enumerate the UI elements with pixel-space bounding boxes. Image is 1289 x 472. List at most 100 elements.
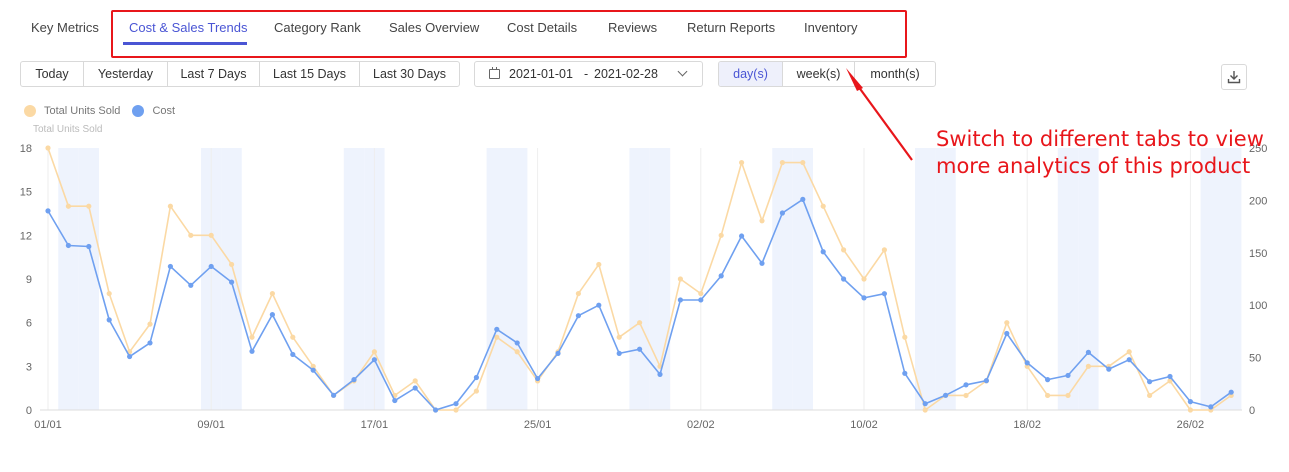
data-point[interactable] — [65, 242, 71, 249]
data-point[interactable] — [616, 334, 622, 340]
data-point[interactable] — [1167, 373, 1173, 380]
data-point[interactable] — [718, 273, 724, 279]
data-point[interactable] — [371, 349, 377, 355]
data-point[interactable] — [167, 203, 173, 209]
data-point[interactable] — [65, 203, 71, 209]
tab-inventory[interactable]: Inventory — [804, 20, 858, 35]
data-point[interactable] — [779, 159, 786, 166]
data-point[interactable] — [881, 291, 888, 297]
data-point[interactable] — [535, 375, 541, 382]
data-point[interactable] — [106, 317, 112, 323]
data-point[interactable] — [310, 363, 316, 369]
quick-range-last-30-days[interactable]: Last 30 Days — [373, 67, 446, 81]
data-point[interactable] — [800, 159, 806, 166]
data-point[interactable] — [841, 276, 847, 282]
data-point[interactable] — [698, 297, 704, 303]
data-point[interactable] — [188, 232, 194, 238]
data-point[interactable] — [1167, 378, 1173, 384]
data-point[interactable] — [453, 401, 459, 407]
data-point[interactable] — [759, 218, 765, 224]
data-point[interactable] — [575, 313, 582, 319]
data-point[interactable] — [575, 290, 582, 297]
tab-cost-sales-trends[interactable]: Cost & Sales Trends — [129, 20, 248, 35]
data-point[interactable] — [331, 392, 337, 398]
data-point[interactable] — [555, 350, 561, 357]
data-point[interactable] — [412, 378, 418, 384]
data-point[interactable] — [677, 297, 684, 303]
data-point[interactable] — [249, 334, 255, 340]
data-point[interactable] — [902, 334, 908, 340]
data-point[interactable] — [739, 233, 745, 239]
data-point[interactable] — [1126, 349, 1132, 355]
data-point[interactable] — [779, 210, 786, 216]
data-point[interactable] — [86, 243, 92, 250]
data-point[interactable] — [1024, 360, 1030, 366]
data-point[interactable] — [1045, 392, 1051, 399]
data-point[interactable] — [1228, 389, 1234, 395]
data-point[interactable] — [494, 334, 500, 340]
quick-range-yesterday[interactable]: Yesterday — [84, 62, 168, 86]
quick-range-today[interactable]: Today — [21, 62, 84, 86]
data-point[interactable] — [249, 348, 255, 354]
data-point[interactable] — [861, 276, 867, 282]
tab-key-metrics[interactable]: Key Metrics — [31, 20, 99, 35]
data-point[interactable] — [657, 371, 663, 377]
data-point[interactable] — [718, 232, 724, 238]
data-point[interactable] — [881, 247, 888, 253]
data-point[interactable] — [922, 401, 928, 407]
data-point[interactable] — [963, 382, 969, 388]
data-point[interactable] — [208, 232, 214, 238]
data-point[interactable] — [759, 260, 765, 266]
data-point[interactable] — [453, 407, 459, 413]
quick-range-last-7-days[interactable]: Last 7 Days — [168, 62, 260, 86]
tab-reviews[interactable]: Reviews — [608, 20, 658, 35]
data-point[interactable] — [677, 276, 684, 282]
data-point[interactable] — [1004, 320, 1010, 326]
data-point[interactable] — [637, 346, 643, 352]
data-point[interactable] — [229, 261, 235, 268]
data-point[interactable] — [514, 349, 520, 355]
data-point[interactable] — [922, 407, 928, 413]
data-point[interactable] — [983, 378, 990, 384]
data-point[interactable] — [392, 397, 398, 404]
data-point[interactable] — [1004, 330, 1010, 337]
data-point[interactable] — [1045, 377, 1051, 383]
data-point[interactable] — [616, 350, 622, 357]
data-point[interactable] — [902, 370, 908, 376]
data-point[interactable] — [1187, 399, 1193, 405]
data-point[interactable] — [473, 388, 479, 394]
tab-cost-details[interactable]: Cost Details — [507, 20, 578, 35]
legend-item-units[interactable]: Total Units Sold — [24, 105, 120, 117]
data-point[interactable] — [45, 145, 51, 151]
tab-return-reports[interactable]: Return Reports — [687, 20, 776, 35]
download-button[interactable] — [1221, 64, 1247, 90]
data-point[interactable] — [820, 249, 826, 255]
data-point[interactable] — [229, 279, 235, 285]
data-point[interactable] — [494, 326, 500, 332]
data-point[interactable] — [963, 392, 969, 399]
data-point[interactable] — [45, 208, 51, 214]
data-point[interactable] — [1126, 357, 1132, 363]
data-point[interactable] — [269, 312, 275, 318]
data-point[interactable] — [1106, 366, 1112, 372]
data-point[interactable] — [514, 340, 520, 346]
data-point[interactable] — [1085, 349, 1091, 355]
data-point[interactable] — [433, 407, 439, 413]
data-point[interactable] — [596, 261, 602, 268]
tab-sales-overview[interactable]: Sales Overview — [389, 20, 480, 35]
data-point[interactable] — [473, 374, 479, 381]
data-point[interactable] — [290, 334, 296, 340]
data-point[interactable] — [147, 340, 153, 346]
data-point[interactable] — [637, 320, 643, 326]
data-point[interactable] — [147, 321, 153, 327]
data-point[interactable] — [596, 302, 602, 308]
data-point[interactable] — [269, 290, 275, 297]
data-point[interactable] — [698, 290, 704, 297]
data-point[interactable] — [310, 367, 316, 373]
data-point[interactable] — [86, 203, 92, 209]
data-point[interactable] — [1065, 372, 1071, 379]
data-point[interactable] — [351, 377, 357, 383]
data-point[interactable] — [820, 203, 826, 209]
quick-range-last-15-days[interactable]: Last 15 Days — [260, 62, 360, 86]
data-point[interactable] — [127, 353, 133, 360]
